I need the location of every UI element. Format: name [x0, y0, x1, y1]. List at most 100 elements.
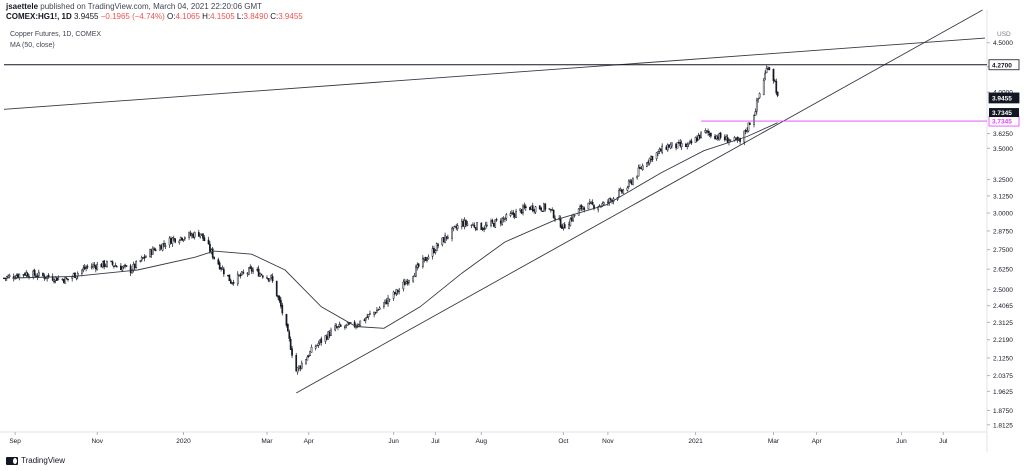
candle-body [684, 143, 687, 147]
candle-body [377, 309, 380, 311]
candle-body [679, 142, 682, 147]
candle-body [357, 324, 360, 327]
candle-body [158, 245, 161, 251]
candle-body [17, 274, 19, 278]
candle-body [170, 238, 172, 244]
candle-body [396, 290, 399, 293]
candle-body [181, 237, 183, 241]
candle-body [460, 220, 463, 227]
candle-body [690, 140, 693, 144]
candle-body [655, 152, 658, 160]
candle-body [287, 323, 289, 332]
candle-body [689, 141, 691, 143]
candle-body [51, 276, 54, 281]
candle-body [666, 144, 669, 151]
candle-body [501, 218, 504, 225]
candle-body [85, 267, 87, 269]
instrument-title[interactable]: Copper Futures, 1D, COMEX [10, 31, 102, 38]
candle-body [94, 265, 97, 270]
x-tick-label: Nov [602, 438, 614, 445]
symbol-label[interactable]: COMEX:HG1!, 1D [6, 12, 72, 21]
y-tick-label: 2.7500 [993, 247, 1013, 254]
candle-body [442, 237, 445, 243]
candle-body [67, 278, 69, 281]
candle-body [416, 264, 419, 268]
candle-body [406, 281, 409, 284]
high-label: H: [202, 12, 211, 21]
candle-body [338, 324, 341, 327]
candle-body [540, 207, 542, 211]
candle-body [718, 133, 721, 141]
candle-body [249, 266, 252, 269]
candle-body [374, 312, 377, 314]
candle-body [383, 302, 385, 307]
candle-body [236, 273, 239, 285]
candle-body [451, 228, 453, 239]
candle-body [132, 263, 135, 271]
x-tick-label: Nov [91, 438, 103, 445]
candle-body [421, 258, 424, 267]
y-tick-label: 2.8750 [993, 228, 1013, 235]
candle-body [209, 244, 211, 252]
candle-body [64, 277, 67, 284]
candle-body [524, 206, 527, 209]
candle-body [587, 202, 590, 210]
candle-body [462, 221, 465, 227]
candle-body [121, 266, 124, 271]
candle-body [491, 220, 494, 223]
ma-indicator-label[interactable]: MA (50, close) [10, 42, 55, 49]
candle-body [511, 212, 513, 214]
candle-body [221, 267, 224, 270]
candle-body [753, 115, 755, 125]
candle-body [82, 267, 85, 271]
candle-body [299, 366, 302, 369]
author-name[interactable]: jsaettele [6, 2, 39, 11]
candle-body [57, 277, 60, 281]
candle-body [172, 237, 175, 240]
candle-body [280, 300, 282, 307]
candle-body [22, 274, 25, 276]
candle-body [705, 130, 708, 132]
x-tick-label: Jul [431, 438, 440, 445]
candle-body [110, 260, 112, 263]
candle-body [378, 307, 381, 310]
candle-body [572, 214, 574, 222]
publish-date: published on TradingView.com, March 04, … [40, 2, 263, 11]
x-tick-label: Jun [896, 438, 907, 445]
candle-body [150, 249, 153, 255]
y-tick-label: 1.8125 [993, 422, 1013, 429]
candle-body [531, 205, 534, 212]
x-tick-label: 2020 [176, 438, 191, 445]
candle-body [563, 224, 566, 229]
footer-brand[interactable]: TradingView [6, 456, 65, 465]
candle-body [8, 275, 11, 277]
x-tick-label: Jul [939, 438, 948, 445]
candle-body [65, 278, 68, 280]
last-price-tag [988, 92, 1020, 104]
candle-body [768, 67, 771, 71]
candle-body [551, 209, 554, 211]
candle-body [335, 326, 338, 328]
currency-label: USD [997, 31, 1011, 38]
candle-body [483, 228, 485, 230]
candle-body [7, 275, 10, 279]
candle-body [588, 201, 591, 204]
candle-body [755, 100, 758, 112]
candle-body [202, 233, 204, 239]
candle-body [494, 219, 497, 228]
candle-body [267, 278, 270, 281]
candle-body [309, 351, 311, 356]
candle-body [764, 72, 766, 80]
candle-body [239, 274, 242, 277]
candle-body [74, 272, 76, 278]
candle-body [502, 218, 505, 220]
y-tick-label: 4.5000 [993, 40, 1013, 47]
candle-body [417, 263, 420, 267]
candle-body [765, 68, 768, 74]
candle-body [56, 277, 58, 281]
candle-body [320, 338, 323, 343]
candle-body [636, 175, 638, 179]
candle-body [548, 208, 551, 210]
resistance-price-label: 4.2700 [992, 62, 1012, 69]
